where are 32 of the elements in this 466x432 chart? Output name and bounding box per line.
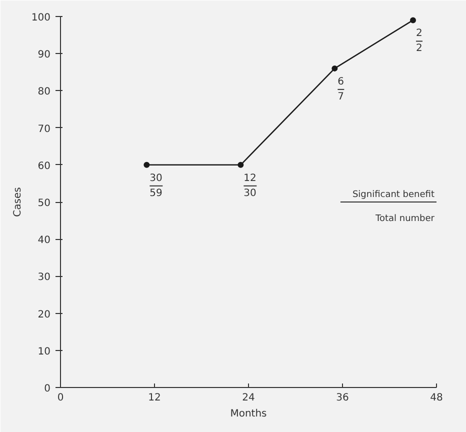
y-tick-label: 60 xyxy=(38,160,51,172)
y-tick-label: 20 xyxy=(38,309,51,320)
x-tick-label: 48 xyxy=(430,392,443,404)
point xyxy=(144,162,150,168)
annotation: Total number xyxy=(374,214,435,224)
x-tick-label: 12 xyxy=(148,392,161,404)
annotation: Significant benefit xyxy=(352,190,435,200)
annotation: 59 xyxy=(150,188,162,199)
y-tick-label: 80 xyxy=(38,86,51,98)
y-tick-label: 50 xyxy=(38,198,51,209)
annotation: 7 xyxy=(338,91,344,102)
x-tick-label: 36 xyxy=(336,392,349,404)
y-tick-label: 0 xyxy=(44,384,51,394)
x-axis-title: Months xyxy=(230,408,267,420)
annotation: 12 xyxy=(244,172,256,184)
x-tick-label: 0 xyxy=(57,392,64,404)
point xyxy=(238,162,244,168)
annotation: 2 xyxy=(416,28,422,40)
annotation: 2 xyxy=(416,43,422,54)
y-axis-title: Cases xyxy=(12,187,24,217)
annotation: 30 xyxy=(150,172,162,184)
y-tick-label: 10 xyxy=(38,346,51,358)
point xyxy=(410,17,416,24)
point xyxy=(332,65,338,72)
annotation: 6 xyxy=(338,76,344,88)
x-tick-label: 24 xyxy=(242,392,255,404)
y-tick-label: 30 xyxy=(38,272,51,284)
y-tick-label: 90 xyxy=(38,50,51,61)
y-tick-label: 100 xyxy=(31,12,51,24)
y-tick-label: 40 xyxy=(38,235,51,246)
annotation: 30 xyxy=(244,188,256,199)
y-tick-label: 70 xyxy=(38,124,51,135)
